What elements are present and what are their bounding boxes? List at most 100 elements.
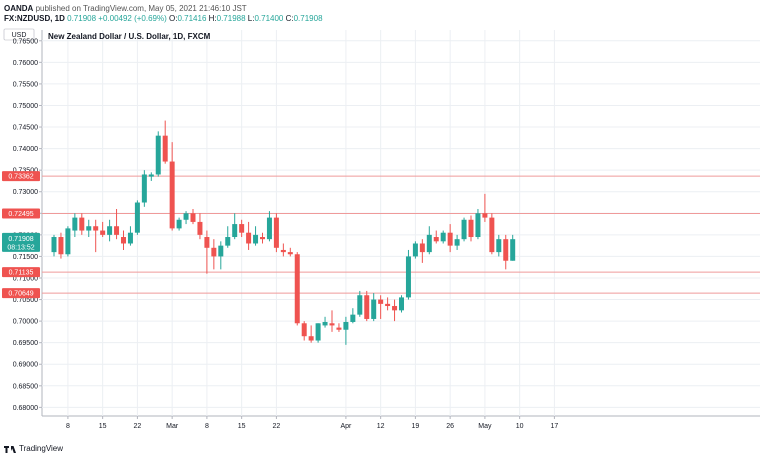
brand-name: TradingView <box>19 444 64 453</box>
candle <box>197 213 203 240</box>
candle-body <box>280 249 286 253</box>
candle-body <box>162 135 168 162</box>
x-tick-label: Apr <box>340 423 352 430</box>
candle <box>399 295 404 313</box>
candle-body <box>475 213 481 238</box>
candle-body <box>183 213 189 220</box>
candle <box>211 239 217 270</box>
level-tag-bg <box>2 171 40 182</box>
candle <box>253 226 259 246</box>
candle-body <box>350 314 356 322</box>
candle <box>266 211 272 242</box>
time-axis[interactable]: 8 15 22 Mar 8 15 22 Apr 12 19 26 May 10 17 <box>66 423 558 430</box>
current-tag-bg <box>2 232 40 252</box>
candle-body <box>246 232 252 244</box>
candle-body <box>322 321 328 326</box>
candle-body <box>127 232 133 244</box>
candle-body <box>510 239 516 261</box>
level-price-tag: 0.70649 <box>2 288 40 299</box>
chart-area[interactable]: USD 0.76500 0.76000 0.75500 0.75000 0.74500 0.… <box>0 26 768 446</box>
candle-body <box>301 323 307 337</box>
candle-body <box>79 217 85 231</box>
y-tick-label: 0.71500 <box>13 254 38 261</box>
candles <box>51 120 516 345</box>
candle <box>392 299 398 322</box>
candle-body <box>211 247 217 257</box>
candle-body <box>260 237 265 240</box>
x-tick-label: 22 <box>273 423 281 430</box>
candle <box>107 219 113 242</box>
candle <box>426 226 432 255</box>
high-label: H: <box>208 14 217 23</box>
high-value: 0.71988 <box>216 14 246 23</box>
last-price: 0.71908 <box>67 14 97 23</box>
candle-body <box>273 217 279 248</box>
low-label: L: <box>247 14 255 23</box>
candle <box>322 316 328 328</box>
candle-body <box>93 226 99 231</box>
candle <box>294 252 300 326</box>
published-text: published on TradingView.com, May 05, 20… <box>35 4 247 13</box>
candle-body <box>197 221 203 235</box>
candle-body <box>169 161 175 229</box>
candle <box>121 230 126 250</box>
candle <box>246 221 252 250</box>
candle <box>134 200 140 235</box>
y-tick-label: 0.69500 <box>13 340 38 347</box>
level-tag-bg <box>2 288 40 299</box>
candle-body <box>114 226 120 235</box>
candle-body <box>294 254 300 324</box>
low-value: 0.71400 <box>254 14 284 23</box>
candle <box>218 241 224 270</box>
close-value: 0.71908 <box>293 14 323 23</box>
candle-body <box>121 237 126 244</box>
candle <box>412 241 418 259</box>
candle <box>357 290 363 317</box>
candle <box>287 247 293 257</box>
candle <box>454 234 460 250</box>
candle-body <box>204 237 210 248</box>
level-tag-bg <box>2 267 40 278</box>
candle <box>336 323 342 332</box>
candle-body <box>190 213 196 222</box>
candle <box>475 208 481 240</box>
candle <box>364 290 370 322</box>
candle-body <box>266 217 272 240</box>
current-price-label: 0.71908 <box>8 236 33 243</box>
candle-body <box>100 230 106 235</box>
open-label: O: <box>169 14 178 23</box>
candle <box>510 234 516 261</box>
candle <box>114 208 120 240</box>
candle-body <box>51 237 57 253</box>
support-resistance-levels <box>42 175 760 294</box>
level-tag-bg <box>2 208 40 219</box>
tradingview-logo[interactable]: TradingView <box>4 444 63 453</box>
x-tick-label: 26 <box>446 423 454 430</box>
candle <box>419 239 425 263</box>
ohlc-legend: FX:NZDUSD, 1D 0.71908 +0.00492 (+0.69%) … <box>4 14 323 23</box>
y-tick-label: 0.70000 <box>13 319 38 326</box>
candle-body <box>378 299 384 304</box>
candle <box>343 316 349 345</box>
candle <box>162 120 168 164</box>
y-tick-label: 0.76000 <box>13 60 38 67</box>
x-tick-label: 19 <box>412 423 420 430</box>
candle-body <box>148 174 154 177</box>
x-tick-label: 15 <box>99 423 107 430</box>
candle <box>225 226 231 248</box>
candle <box>371 293 377 322</box>
candle <box>93 219 99 253</box>
candle-body <box>399 297 404 311</box>
candle <box>148 172 154 181</box>
candle <box>232 213 238 240</box>
candle-body <box>329 323 335 326</box>
y-tick-label: 0.70500 <box>13 297 38 304</box>
y-tick-label: 0.68000 <box>13 405 38 412</box>
candle <box>280 243 286 257</box>
level-price-tag: 0.71135 <box>2 267 40 278</box>
candle-body <box>225 237 231 246</box>
candle <box>503 234 509 270</box>
